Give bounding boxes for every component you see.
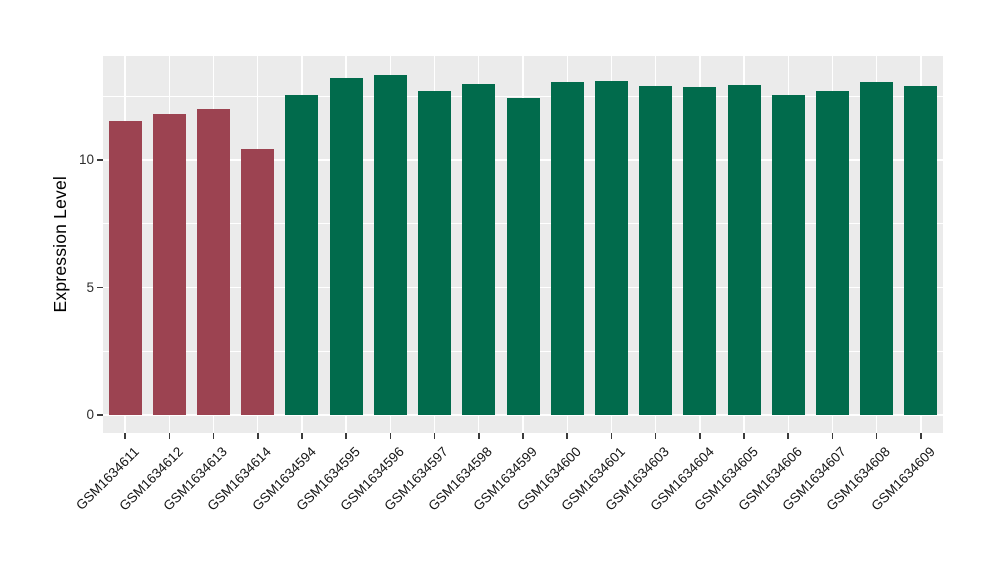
x-tick-mark — [831, 433, 834, 439]
bar — [241, 148, 275, 416]
y-tick-label: 10 — [78, 152, 94, 168]
bar — [727, 84, 761, 416]
x-tick-mark — [389, 433, 392, 439]
y-tick-mark — [97, 159, 103, 161]
bar — [329, 78, 363, 416]
bar — [550, 82, 584, 416]
plot-panel — [103, 56, 943, 433]
x-tick-mark — [743, 433, 745, 439]
bar — [373, 74, 407, 416]
y-tick-label: 5 — [86, 279, 94, 295]
bar — [815, 91, 849, 416]
y-tick-mark — [97, 286, 103, 289]
x-tick-mark — [566, 433, 568, 439]
x-tick-mark — [522, 433, 524, 439]
x-tick-mark — [345, 433, 347, 439]
x-tick-mark — [212, 433, 215, 439]
bar — [771, 95, 805, 416]
bar — [860, 82, 894, 416]
bar — [506, 97, 540, 416]
bar — [285, 95, 319, 416]
y-tick-label: 0 — [86, 407, 94, 423]
x-tick-mark — [301, 433, 303, 439]
bar — [683, 87, 717, 416]
x-tick-mark — [610, 433, 613, 439]
y-tick-mark — [97, 414, 103, 416]
x-tick-mark — [124, 433, 126, 439]
bar — [462, 83, 496, 416]
x-tick-mark — [787, 433, 790, 439]
x-tick-mark — [256, 433, 259, 439]
bar — [108, 120, 142, 416]
bar — [594, 80, 628, 416]
x-tick-mark — [433, 433, 436, 439]
x-tick-mark — [699, 433, 701, 439]
bar — [639, 86, 673, 416]
bar — [904, 86, 938, 416]
minor-gridline — [103, 95, 943, 97]
x-tick-mark — [920, 433, 922, 439]
x-tick-mark — [168, 433, 171, 439]
x-tick-mark — [477, 433, 480, 439]
bar — [197, 109, 231, 416]
x-tick-mark — [875, 433, 878, 439]
y-axis-title: Expression Level — [44, 56, 76, 433]
x-tick-mark — [654, 433, 657, 439]
bar — [418, 91, 452, 416]
bar — [152, 114, 186, 416]
major-gridline — [103, 414, 943, 416]
